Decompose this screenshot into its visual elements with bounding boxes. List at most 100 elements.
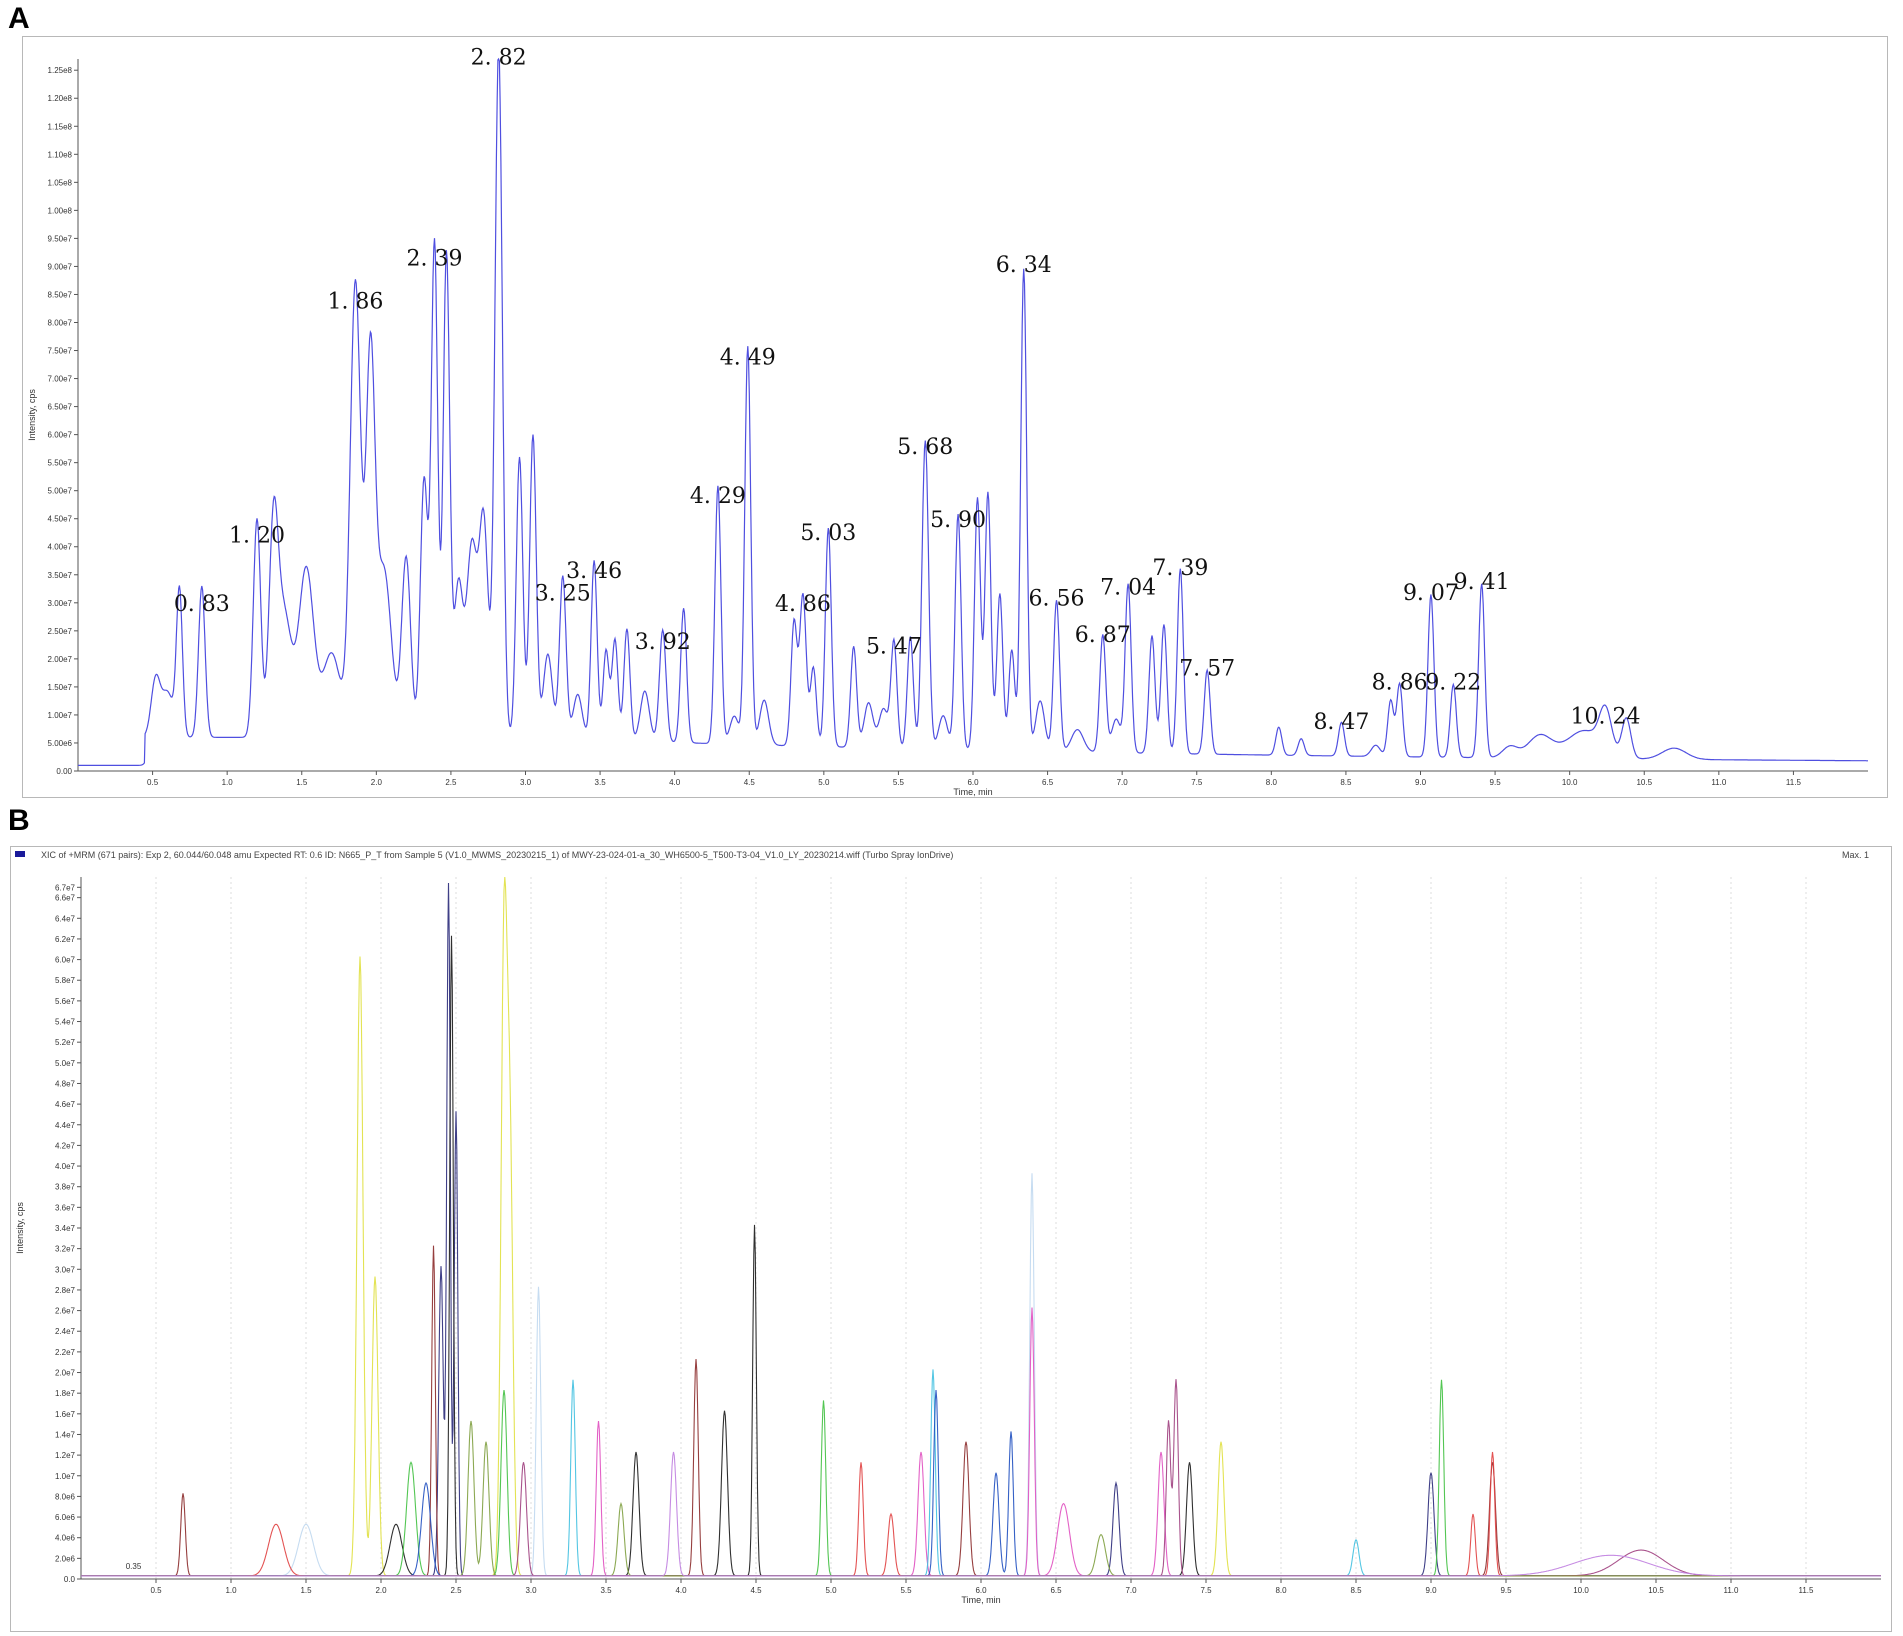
y-tick-label: 6.7e7	[55, 883, 76, 892]
y-tick-label: 3.2e7	[55, 1245, 76, 1254]
x-tick-label: 5.0	[825, 1586, 837, 1595]
x-tick-label: 6.0	[975, 1586, 987, 1595]
x-tick-label: 0.5	[150, 1586, 162, 1595]
x-tick-label: 9.5	[1490, 778, 1502, 787]
y-tick-label: 1.00e8	[48, 206, 73, 215]
x-tick-label: 0.5	[147, 778, 159, 787]
x-tick-label: 7.5	[1191, 778, 1203, 787]
x-tick-label: 9.0	[1415, 778, 1427, 787]
y-tick-label: 1.50e7	[48, 683, 73, 692]
x-tick-label: 4.0	[675, 1586, 687, 1595]
y-tick-label: 2.0e6	[55, 1554, 76, 1563]
x-tick-label: 2.0	[375, 1586, 387, 1595]
y-tick-label: 1.8e7	[55, 1389, 76, 1398]
x-tick-label: 11.0	[1711, 778, 1727, 787]
peak-label: 9. 07	[1403, 581, 1459, 606]
y-tick-label: 6.0e7	[55, 956, 76, 965]
peak-label: 1. 20	[229, 523, 285, 548]
panel-a-letter: A	[8, 2, 30, 35]
x-tick-label: 6.5	[1050, 1586, 1062, 1595]
x-axis-title: Time, min	[953, 787, 992, 797]
y-tick-label: 6.4e7	[55, 914, 76, 923]
x-tick-label: 3.5	[595, 778, 607, 787]
x-tick-label: 4.5	[744, 778, 756, 787]
x-tick-label: 8.5	[1350, 1586, 1362, 1595]
peak-label: 4. 29	[690, 484, 746, 509]
xic-trace	[81, 935, 1881, 1577]
y-tick-label: 3.0e7	[55, 1265, 76, 1274]
y-tick-label: 7.50e7	[48, 347, 73, 356]
y-tick-label: 1.15e8	[48, 122, 73, 131]
y-tick-label: 1.0e7	[55, 1472, 76, 1481]
y-tick-label: 9.00e7	[48, 262, 73, 271]
xic-trace	[81, 876, 1881, 1577]
y-tick-label: 6.2e7	[55, 935, 76, 944]
y-tick-label: 1.00e7	[48, 711, 73, 720]
y-tick-label: 4.8e7	[55, 1079, 76, 1088]
chart-b-frame: XIC of +MRM (671 pairs): Exp 2, 60.044/6…	[10, 846, 1892, 1632]
y-tick-label: 5.50e7	[48, 459, 73, 468]
x-tick-label: 2.5	[445, 778, 457, 787]
x-tick-label: 10.5	[1648, 1586, 1664, 1595]
chromatogram-a: 0.00 5.00e6 1.00e7 1.50e7 2.00e7 2.50e7 3.00e7…	[27, 46, 1868, 797]
peak-label: 3. 92	[635, 630, 691, 655]
start-marker-label: 0.35	[126, 1562, 142, 1571]
y-tick-label: 8.0e6	[55, 1492, 76, 1501]
peak-label: 5. 47	[866, 634, 922, 659]
x-tick-label: 3.0	[525, 1586, 537, 1595]
y-tick-label: 6.50e7	[48, 403, 73, 412]
y-tick-label: 1.20e8	[48, 94, 73, 103]
peak-label: 5. 03	[800, 521, 856, 546]
y-tick-label: 2.2e7	[55, 1348, 76, 1357]
x-tick-label: 7.5	[1200, 1586, 1212, 1595]
y-tick-label: 0.00	[56, 767, 72, 776]
x-tick-label: 1.0	[222, 778, 234, 787]
peak-label: 4. 49	[720, 346, 776, 371]
x-tick-label: 4.5	[750, 1586, 762, 1595]
peak-label: 5. 90	[930, 508, 986, 533]
peak-label: 7. 04	[1100, 575, 1156, 600]
peak-label: 9. 41	[1454, 570, 1510, 595]
x-tick-label: 11.5	[1799, 1586, 1815, 1595]
x-axis-title: Time, min	[961, 1595, 1000, 1605]
x-tick-label: 1.5	[296, 778, 308, 787]
x-tick-label: 9.0	[1425, 1586, 1437, 1595]
x-tick-label: 8.0	[1275, 1586, 1287, 1595]
x-tick-label: 10.0	[1562, 778, 1578, 787]
y-tick-label: 5.00e6	[48, 739, 73, 748]
x-tick-label: 5.0	[818, 778, 830, 787]
x-tick-label: 11.0	[1724, 1586, 1740, 1595]
peak-label: 6. 56	[1029, 587, 1085, 612]
x-tick-label: 3.0	[520, 778, 532, 787]
peak-label: 8. 47	[1313, 710, 1369, 735]
y-tick-label: 9.50e7	[48, 234, 73, 243]
y-tick-label: 1.2e7	[55, 1451, 76, 1460]
y-tick-label: 1.25e8	[48, 66, 73, 75]
y-tick-label: 1.4e7	[55, 1430, 76, 1439]
x-tick-label: 9.5	[1500, 1586, 1512, 1595]
peak-label: 2. 82	[471, 46, 527, 71]
x-tick-label: 3.5	[600, 1586, 612, 1595]
peak-label: 3. 46	[566, 559, 622, 584]
y-tick-label: 1.10e8	[48, 150, 73, 159]
y-tick-label: 2.0e7	[55, 1369, 76, 1378]
peak-label: 3. 25	[535, 582, 591, 607]
x-tick-label: 7.0	[1117, 778, 1129, 787]
x-tick-label: 6.5	[1042, 778, 1054, 787]
x-tick-label: 5.5	[900, 1586, 912, 1595]
y-tick-label: 3.4e7	[55, 1224, 76, 1233]
y-tick-label: 4.4e7	[55, 1121, 76, 1130]
y-tick-label: 2.00e7	[48, 655, 73, 664]
peak-label: 4. 86	[775, 592, 831, 617]
header-icon	[15, 851, 25, 857]
y-tick-label: 2.6e7	[55, 1307, 76, 1316]
y-tick-label: 1.6e7	[55, 1410, 76, 1419]
peak-label: 6. 34	[996, 253, 1052, 278]
y-tick-label: 6.0e6	[55, 1513, 76, 1522]
y-tick-label: 5.0e7	[55, 1059, 76, 1068]
panel-b-letter: B	[8, 804, 30, 837]
peak-label: 8. 86	[1372, 671, 1428, 696]
x-tick-label: 8.0	[1266, 778, 1278, 787]
peak-label: 7. 57	[1179, 657, 1235, 682]
y-tick-label: 3.8e7	[55, 1183, 76, 1192]
